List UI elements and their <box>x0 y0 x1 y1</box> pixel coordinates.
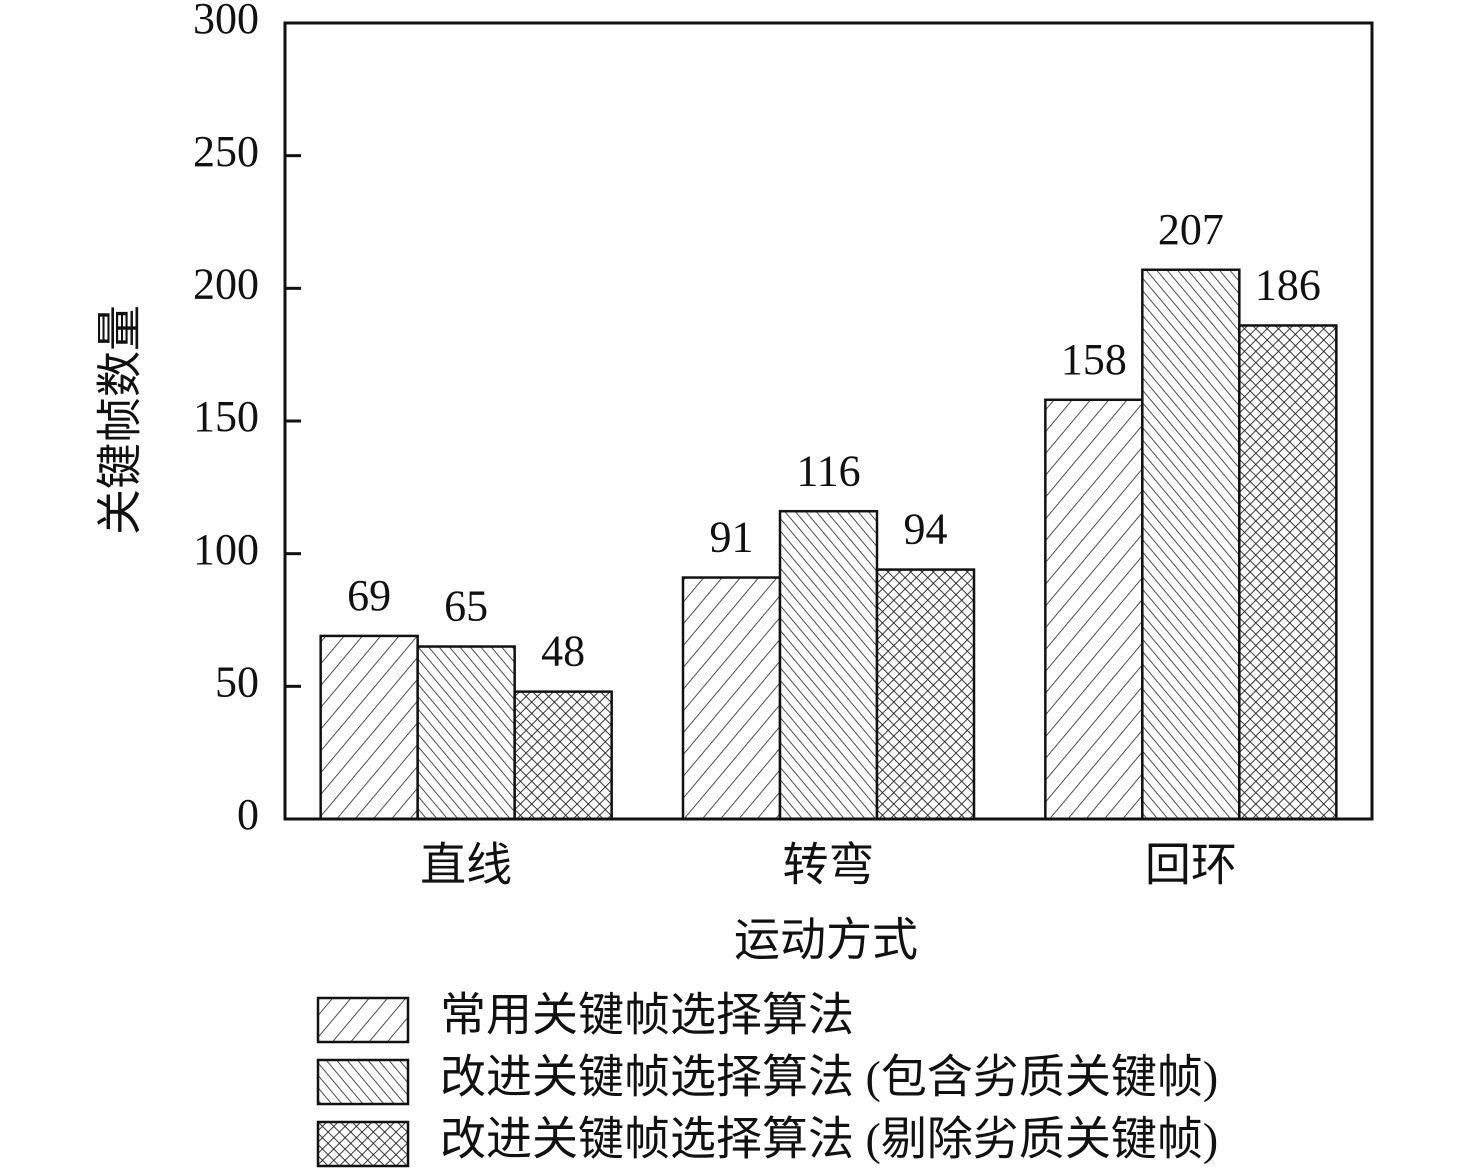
x-axis-title: 运动方式 <box>734 915 918 966</box>
x-tick-label: 转弯 <box>783 840 875 891</box>
bar <box>319 634 419 821</box>
y-tick-label: 250 <box>193 127 259 176</box>
legend-label: 改进关键帧选择算法 (包含劣质关键帧) <box>440 1052 1218 1103</box>
bar <box>416 645 516 821</box>
legend-swatch <box>316 1120 410 1168</box>
y-tick-label: 50 <box>215 657 259 706</box>
value-label: 158 <box>1061 335 1127 384</box>
legend-swatch <box>316 1058 410 1106</box>
value-label: 48 <box>541 627 585 676</box>
value-label: 91 <box>710 513 754 562</box>
plot-frame <box>283 21 1374 821</box>
bar <box>778 509 879 821</box>
legend-label: 常用关键帧选择算法 <box>440 990 854 1041</box>
value-label: 69 <box>347 571 391 620</box>
legend-swatch <box>316 996 410 1044</box>
y-tick-label: 150 <box>193 392 259 441</box>
x-tick-label: 直线 <box>420 840 512 891</box>
y-tick-label: 100 <box>193 525 259 574</box>
y-tick-label: 200 <box>193 259 259 308</box>
x-tick-label: 回环 <box>1145 840 1237 891</box>
bar <box>681 576 782 821</box>
value-label: 186 <box>1255 261 1321 310</box>
bar <box>1141 268 1241 821</box>
legend-label: 改进关键帧选择算法 (剔除劣质关键帧) <box>440 1114 1218 1165</box>
value-label: 207 <box>1158 205 1224 254</box>
bar <box>513 690 613 821</box>
value-label: 65 <box>444 582 488 631</box>
value-label: 116 <box>796 446 860 495</box>
y-tick-label: 300 <box>193 0 259 43</box>
y-tick-label: 0 <box>237 790 259 839</box>
bar <box>1238 324 1338 821</box>
bar <box>1044 398 1144 821</box>
value-label: 94 <box>904 505 948 554</box>
y-axis-title: 关键帧数量 <box>95 305 146 535</box>
bar <box>875 568 976 821</box>
